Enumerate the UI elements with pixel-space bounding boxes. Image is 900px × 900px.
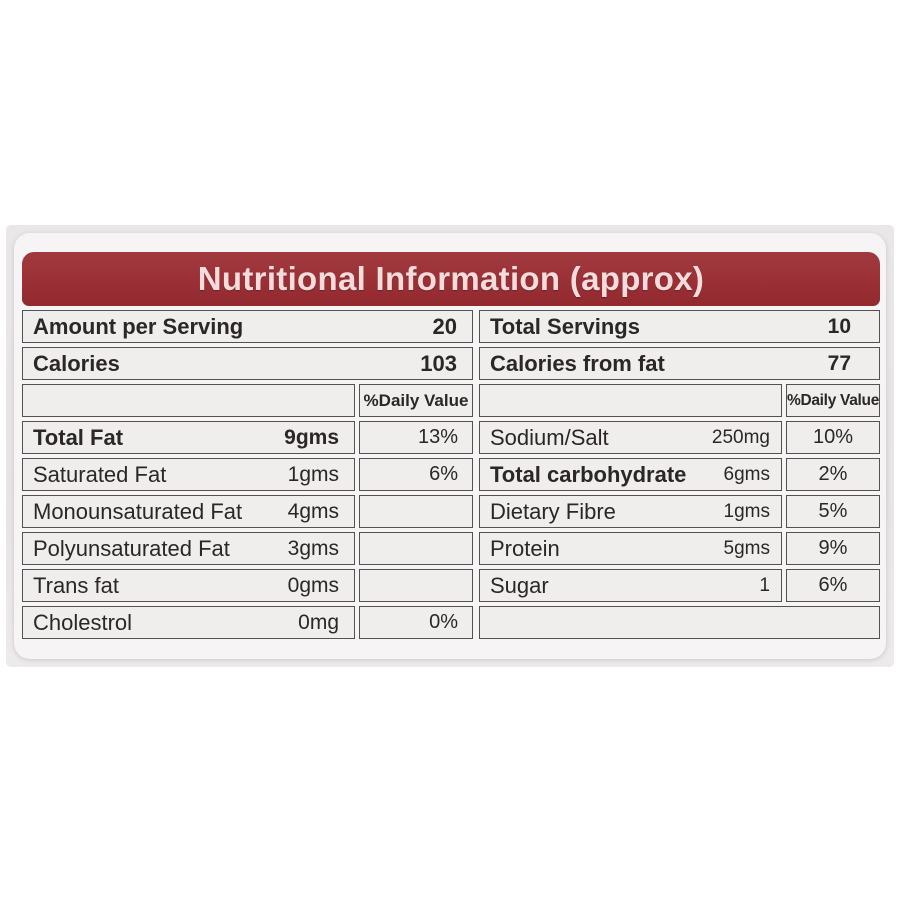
blank-cell [22, 384, 355, 417]
nutrient-cell: Protein 5gms [479, 532, 782, 565]
daily-value-cell: 0% [359, 606, 473, 639]
nutrient-label: Saturated Fat [33, 461, 167, 487]
nutrient-cell: Monounsaturated Fat 4gms [22, 495, 355, 528]
nutrient-cell: Sodium/Salt 250mg [479, 421, 782, 454]
table-row-total-fat: Total Fat 9gms 13% [22, 421, 473, 454]
nutrient-label: Trans fat [33, 572, 119, 598]
nutrient-amount: 0gms [287, 573, 339, 597]
nutrient-cell: Trans fat 0gms [22, 569, 355, 602]
nutrition-label-card: Nutritional Information (approx) Amount … [14, 233, 886, 659]
summary-cell: Calories from fat 77 [479, 347, 880, 380]
nutrition-table: Amount per Serving 20 Calories 103 [22, 310, 880, 643]
daily-value-cell [359, 569, 473, 602]
daily-value-cell: 6% [359, 458, 473, 491]
daily-value: 9% [818, 537, 848, 559]
nutrition-table-left: Amount per Serving 20 Calories 103 [22, 310, 473, 643]
nutrient-cell: Total carbohydrate 6gms [479, 458, 782, 491]
summary-label: Calories from fat [490, 350, 665, 376]
summary-cell: Amount per Serving 20 [22, 310, 473, 343]
table-row-calories-from-fat: Calories from fat 77 [479, 347, 880, 380]
daily-value-header-cell: %Daily Value [359, 384, 473, 417]
nutrient-cell: Cholestrol 0mg [22, 606, 355, 639]
summary-value: 20 [432, 313, 457, 339]
daily-value: 5% [818, 500, 848, 522]
nutrient-amount: 4gms [287, 499, 339, 523]
nutrient-label: Sugar [490, 572, 549, 598]
blank-cell [479, 384, 782, 417]
nutrient-cell: Saturated Fat 1gms [22, 458, 355, 491]
nutrient-amount: 6gms [723, 463, 770, 485]
table-row-blank-right [479, 606, 880, 639]
summary-cell: Total Servings 10 [479, 310, 880, 343]
table-row-cholestrol: Cholestrol 0mg 0% [22, 606, 473, 639]
nutrient-amount: 1gms [287, 462, 339, 486]
daily-value: 6% [818, 574, 848, 596]
nutrient-label: Total Fat [33, 424, 124, 450]
daily-value-header: %Daily Value [786, 391, 880, 409]
nutrient-label: Monounsaturated Fat [33, 498, 243, 524]
nutrient-label: Dietary Fibre [490, 498, 616, 524]
daily-value-cell: 6% [786, 569, 880, 602]
table-row-total-servings: Total Servings 10 [479, 310, 880, 343]
nutrient-amount: 1gms [723, 500, 770, 522]
daily-value-cell: 9% [786, 532, 880, 565]
nutrient-label: Cholestrol [33, 609, 133, 635]
table-row-sugar: Sugar 1 6% [479, 569, 880, 602]
nutrient-amount: 0mg [298, 610, 339, 634]
summary-value: 103 [420, 350, 457, 376]
table-row-amount-per-serving: Amount per Serving 20 [22, 310, 473, 343]
table-row-dv-header-right: %Daily Value [479, 384, 880, 417]
daily-value-cell [359, 495, 473, 528]
nutrition-table-right: Total Servings 10 Calories from fat 77 [479, 310, 880, 643]
table-row-dv-header-left: %Daily Value [22, 384, 473, 417]
blank-cell [479, 606, 880, 639]
nutrient-amount: 3gms [287, 536, 339, 560]
nutrient-cell: Dietary Fibre 1gms [479, 495, 782, 528]
nutrient-amount: 1 [759, 574, 770, 596]
daily-value-cell: 10% [786, 421, 880, 454]
summary-value: 77 [827, 351, 851, 375]
label-photo-background: Nutritional Information (approx) Amount … [6, 225, 894, 667]
daily-value: 0% [429, 611, 458, 633]
nutrient-label: Total carbohydrate [490, 461, 687, 487]
nutrient-cell: Total Fat 9gms [22, 421, 355, 454]
daily-value-cell: 5% [786, 495, 880, 528]
table-row-monounsaturated-fat: Monounsaturated Fat 4gms [22, 495, 473, 528]
table-row-saturated-fat: Saturated Fat 1gms 6% [22, 458, 473, 491]
nutrient-cell: Polyunsaturated Fat 3gms [22, 532, 355, 565]
table-row-total-carbohydrate: Total carbohydrate 6gms 2% [479, 458, 880, 491]
daily-value: 2% [818, 463, 848, 485]
summary-label: Calories [33, 350, 120, 376]
nutrient-amount: 5gms [723, 537, 770, 559]
daily-value-cell: 13% [359, 421, 473, 454]
nutrient-amount: 9gms [284, 425, 339, 449]
summary-label: Total Servings [490, 313, 640, 339]
daily-value-header: %Daily Value [363, 390, 469, 410]
daily-value-header-cell: %Daily Value [786, 384, 880, 417]
nutrition-header-bar: Nutritional Information (approx) [22, 252, 880, 306]
daily-value-cell: 2% [786, 458, 880, 491]
table-row-calories: Calories 103 [22, 347, 473, 380]
nutrient-cell: Sugar 1 [479, 569, 782, 602]
table-row-trans-fat: Trans fat 0gms [22, 569, 473, 602]
daily-value: 10% [812, 426, 854, 448]
table-row-polyunsaturated-fat: Polyunsaturated Fat 3gms [22, 532, 473, 565]
nutrient-label: Protein [490, 535, 560, 561]
daily-value: 6% [429, 463, 458, 485]
table-row-dietary-fibre: Dietary Fibre 1gms 5% [479, 495, 880, 528]
summary-cell: Calories 103 [22, 347, 473, 380]
nutrient-label: Polyunsaturated Fat [33, 535, 230, 561]
nutrition-title: Nutritional Information (approx) [197, 260, 705, 297]
summary-value: 10 [827, 314, 851, 338]
table-row-protein: Protein 5gms 9% [479, 532, 880, 565]
daily-value-cell [359, 532, 473, 565]
table-row-sodium-salt: Sodium/Salt 250mg 10% [479, 421, 880, 454]
summary-label: Amount per Serving [33, 313, 244, 339]
nutrient-label: Sodium/Salt [490, 424, 609, 450]
nutrient-amount: 250mg [711, 426, 770, 448]
daily-value: 13% [417, 426, 458, 448]
